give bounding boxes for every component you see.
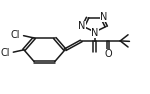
Text: Cl: Cl	[0, 48, 10, 58]
Text: Cl: Cl	[11, 30, 20, 40]
Text: O: O	[104, 49, 112, 59]
Text: N: N	[91, 28, 99, 38]
Text: N: N	[100, 12, 107, 22]
Text: N: N	[78, 21, 86, 31]
